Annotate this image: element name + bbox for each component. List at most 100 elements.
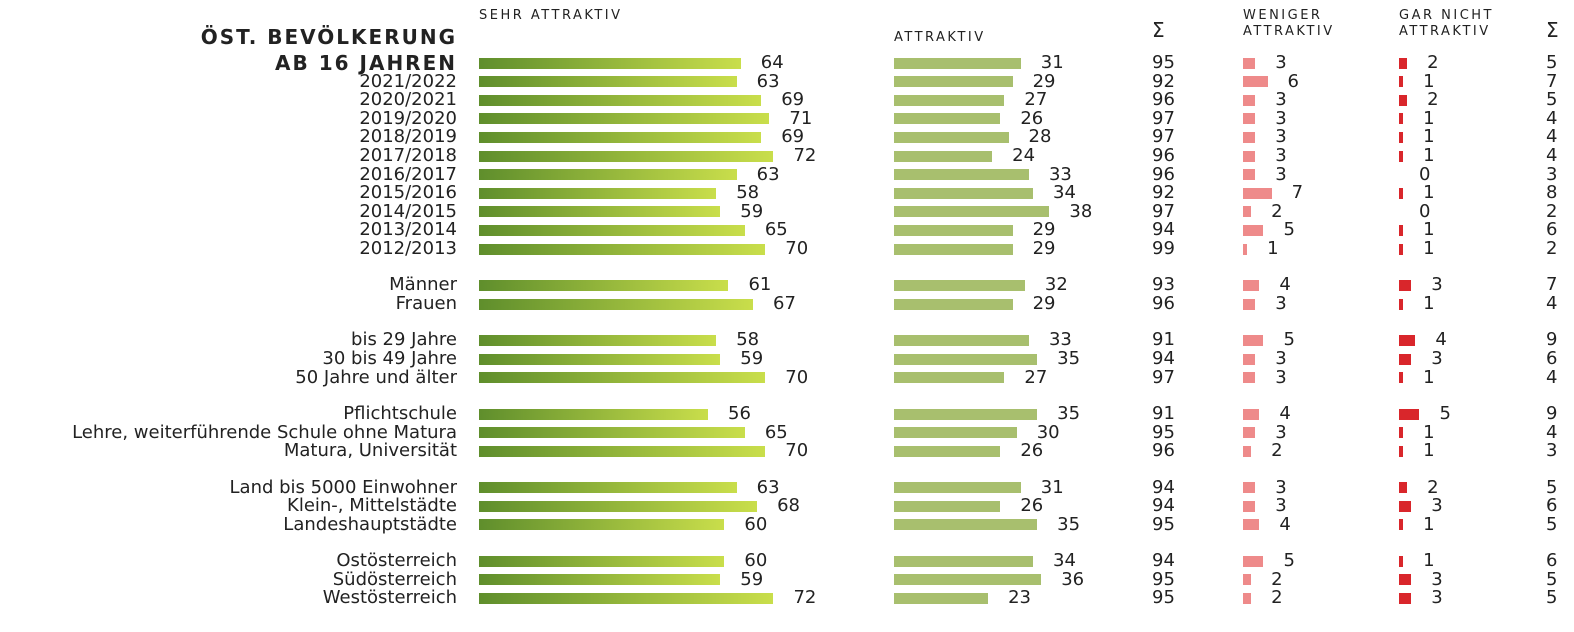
sum-label: 9 (1546, 329, 1558, 351)
value-label: 3 (1431, 587, 1443, 609)
value-label: 59 (740, 200, 764, 222)
bar (1243, 76, 1268, 88)
sum-label: 5 (1546, 587, 1558, 609)
bar (1399, 555, 1404, 567)
bar (894, 150, 993, 162)
sum-label: 96 (1152, 163, 1175, 185)
value-label: 36 (1061, 568, 1085, 590)
value-label: 33 (1048, 163, 1072, 185)
value-label: 59 (740, 348, 764, 369)
bar (479, 519, 725, 531)
sum-label: 99 (1152, 238, 1175, 259)
bar (1399, 224, 1404, 236)
bar (479, 94, 762, 106)
value-label: 2 (1271, 440, 1283, 462)
sum-label: 93 (1152, 274, 1175, 296)
value-label: 4 (1435, 329, 1447, 351)
bar (1399, 113, 1404, 125)
bar (1399, 482, 1408, 494)
bar (894, 187, 1034, 199)
value-label: 3 (1275, 293, 1287, 314)
value-label: 5 (1439, 403, 1451, 424)
bar (479, 298, 754, 310)
bar (479, 224, 745, 236)
column-header: Σ (1546, 18, 1559, 42)
value-label: 32 (1044, 274, 1068, 296)
sum-label: 2 (1546, 238, 1558, 259)
bar (1243, 224, 1264, 236)
value-label: 5 (1283, 329, 1295, 351)
value-label: 29 (1032, 293, 1056, 314)
value-label: 70 (785, 440, 809, 462)
bar (479, 408, 709, 420)
bar (1399, 131, 1404, 143)
bar (894, 334, 1029, 346)
value-label: 26 (1020, 440, 1044, 462)
category-label: 2014/2015 (359, 200, 457, 222)
bar (894, 482, 1021, 494)
bar (479, 279, 729, 291)
value-label: 4 (1279, 513, 1291, 535)
bar (1399, 279, 1412, 291)
sum-label: 4 (1546, 366, 1558, 388)
value-label: 4 (1279, 403, 1291, 424)
bar (894, 94, 1005, 106)
value-label: 31 (1040, 476, 1064, 498)
value-label: 30 (1036, 421, 1060, 443)
value-label: 3 (1275, 476, 1287, 498)
sum-label: 92 (1152, 70, 1175, 92)
bar (1399, 334, 1416, 346)
bar (894, 279, 1025, 291)
bar (479, 372, 766, 384)
bar (894, 131, 1009, 143)
sum-label: 97 (1152, 366, 1175, 388)
bar (894, 113, 1001, 125)
bar (894, 298, 1013, 310)
bar (479, 113, 770, 125)
bar (479, 574, 721, 586)
category-label: Land bis 5000 Einwohner (229, 476, 457, 498)
bar (894, 500, 1001, 512)
bar (479, 131, 762, 143)
value-label: 1 (1267, 238, 1279, 259)
value-label: 70 (785, 238, 809, 259)
bar (894, 427, 1017, 439)
value-label: 56 (728, 403, 751, 424)
value-label: 63 (756, 163, 780, 185)
bar (894, 408, 1038, 420)
column-header: ATTRAKTIV (894, 30, 986, 45)
value-label: 2 (1427, 52, 1439, 73)
bar (1243, 555, 1264, 567)
value-label: 1 (1423, 182, 1435, 204)
value-label: 5 (1283, 219, 1295, 241)
bar (1243, 206, 1252, 218)
value-label: 23 (1008, 587, 1031, 609)
bar (1243, 169, 1256, 181)
value-label: 2 (1427, 89, 1439, 111)
value-label: 60 (744, 513, 768, 535)
bar (479, 445, 766, 457)
value-label: 59 (740, 568, 764, 590)
value-label: 1 (1423, 440, 1435, 462)
bar (894, 243, 1013, 255)
bar (1243, 57, 1256, 69)
bar (1243, 500, 1256, 512)
value-label: 3 (1275, 107, 1287, 129)
sum-label: 96 (1152, 145, 1175, 166)
bar (1243, 353, 1256, 365)
value-label: 3 (1431, 274, 1443, 296)
bar (894, 574, 1042, 586)
bar (1243, 445, 1252, 457)
bar (1399, 408, 1420, 420)
value-label: 65 (764, 421, 788, 443)
value-label: 33 (1048, 329, 1072, 351)
sum-label: 6 (1546, 495, 1558, 517)
category-label: 2012/2013 (359, 238, 457, 259)
value-label: 1 (1423, 126, 1435, 148)
bar (1243, 408, 1260, 420)
value-label: 67 (773, 293, 796, 314)
value-label: 63 (756, 476, 780, 498)
column-header: SEHR ATTRAKTIV (479, 8, 623, 23)
value-label: 26 (1020, 495, 1044, 517)
value-label: 68 (777, 495, 801, 517)
